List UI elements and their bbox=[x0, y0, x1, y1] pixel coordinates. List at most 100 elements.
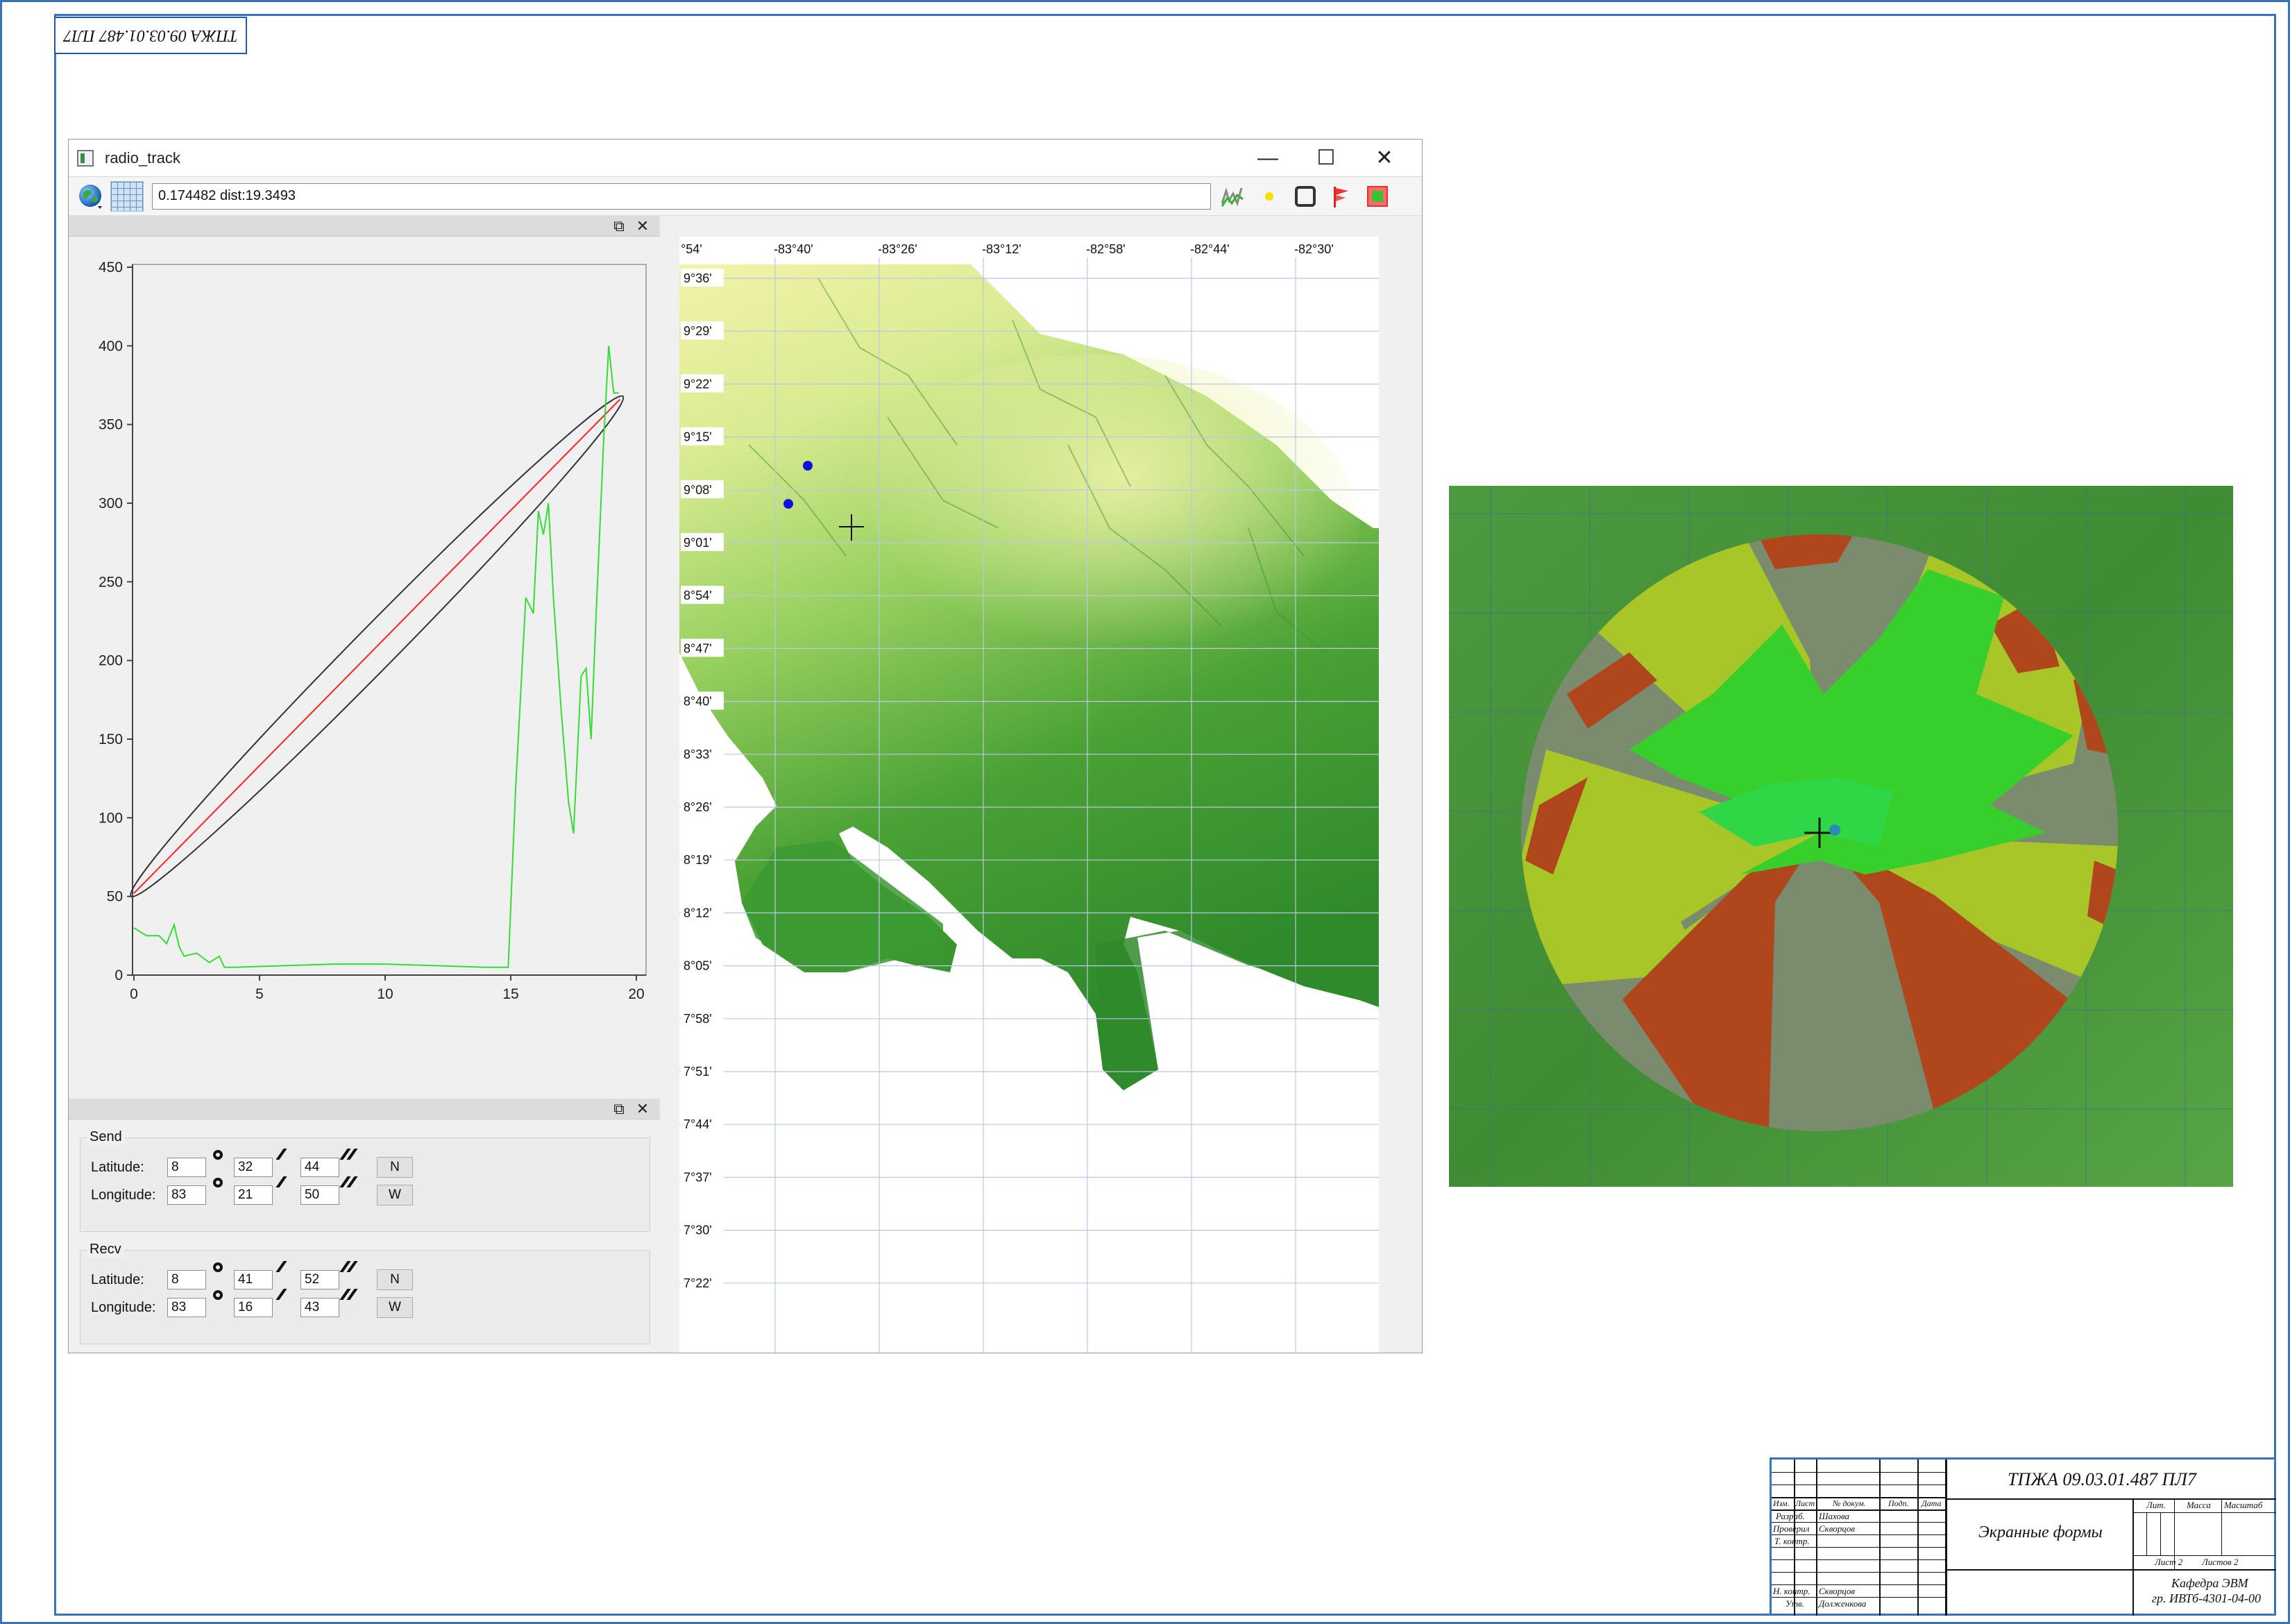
recv-lat-sec-field[interactable]: 52 bbox=[300, 1270, 339, 1289]
recv-lon-min-field[interactable]: 16 bbox=[234, 1298, 273, 1317]
send-group-title: Send bbox=[87, 1129, 125, 1145]
fresnel-zone-ellipse bbox=[130, 395, 625, 898]
coverage-map-image bbox=[1449, 486, 2233, 1187]
lat-label: 7°58' bbox=[684, 1012, 712, 1026]
status-field[interactable]: 0.174482 dist:19.3493 bbox=[152, 183, 1211, 210]
grid-icon[interactable] bbox=[110, 180, 144, 212]
point-icon[interactable] bbox=[1253, 181, 1286, 212]
minimize-button[interactable]: — bbox=[1257, 146, 1278, 169]
lon-label-bg bbox=[679, 239, 713, 257]
recv-lat-hemisphere-button[interactable]: N bbox=[377, 1269, 413, 1290]
lat-label: 9°36' bbox=[684, 271, 712, 285]
send-lat-sec-field[interactable]: 44 bbox=[300, 1158, 339, 1177]
dock-float-button[interactable]: ⧉ bbox=[613, 1099, 625, 1117]
lon-label: -82°58' bbox=[1086, 242, 1126, 256]
map-labels: 9°36' 9°29' 9°22' 9°15' 9°08' 9°01' 8°54' 8°47'… bbox=[679, 239, 1346, 1292]
send-lon-min-field[interactable]: 21 bbox=[234, 1185, 273, 1205]
lat-label: 8°33' bbox=[684, 747, 712, 761]
role-prover: Проверил bbox=[1773, 1523, 1810, 1534]
lat-label: 7°30' bbox=[684, 1224, 712, 1237]
dock-float-button[interactable]: ⧉ bbox=[613, 217, 625, 235]
lon-label-bg bbox=[875, 239, 929, 257]
maximize-button[interactable]: ☐ bbox=[1316, 146, 1336, 169]
sheet-count: Листов 2 bbox=[2202, 1557, 2239, 1567]
y-tick-label: 50 bbox=[107, 889, 123, 905]
name-prover: Скворцов bbox=[1819, 1523, 1856, 1534]
recv-lon-hemisphere-button[interactable]: W bbox=[377, 1297, 413, 1318]
lat-label-bg bbox=[681, 1115, 724, 1133]
role-tkontr: Т. контр. bbox=[1774, 1536, 1810, 1546]
profile-dock-header: ⧉ ✕ bbox=[69, 216, 660, 237]
lat-label: 8°19' bbox=[684, 853, 712, 867]
lat-label: 9°15' bbox=[684, 430, 712, 444]
lat-label-bg bbox=[681, 956, 724, 974]
lat-label: 8°40' bbox=[684, 695, 712, 709]
recv-lon-deg-field[interactable]: 83 bbox=[167, 1298, 206, 1317]
y-tick-label: 150 bbox=[99, 731, 123, 747]
name-utv: Долженкова bbox=[1819, 1598, 1867, 1609]
send-lat-deg-field[interactable]: 8 bbox=[167, 1158, 206, 1177]
lat-label: 9°29' bbox=[684, 324, 712, 338]
elevation-graph-icon[interactable] bbox=[1216, 181, 1250, 212]
role-utv: Утв. bbox=[1786, 1598, 1805, 1609]
send-lon-hemisphere-button[interactable]: W bbox=[377, 1185, 413, 1206]
col-sign: Подп. bbox=[1888, 1498, 1909, 1508]
lat-label: 8°54' bbox=[684, 589, 712, 602]
lat-label-bg bbox=[681, 480, 724, 498]
recv-marker[interactable] bbox=[783, 499, 793, 509]
recv-lat-deg-field[interactable]: 8 bbox=[167, 1270, 206, 1289]
terrain-map-panel[interactable]: 9°36' 9°29' 9°22' 9°15' 9°08' 9°01' 8°54' 8°47'… bbox=[679, 237, 1423, 1353]
lat-label-bg bbox=[681, 321, 724, 340]
window-controls: — ☐ ✕ bbox=[1239, 139, 1414, 177]
col-docnum: № докум. bbox=[1833, 1498, 1866, 1508]
toolbar: 0.174482 dist:19.3493 bbox=[69, 177, 1422, 216]
lat-label: 7°51' bbox=[684, 1065, 712, 1079]
globe-icon[interactable] bbox=[74, 181, 108, 212]
y-tick-label: 200 bbox=[99, 653, 123, 669]
coords-panel: Send Latitude: 8 32 44 N Longitude: 83 2… bbox=[69, 1119, 660, 1353]
lat-label: 9°01' bbox=[684, 536, 712, 550]
profile-chart: 0 50 100 150 200 250 300 350 400 450 0 5 10 15 20 bbox=[99, 260, 647, 1002]
longitude-label: Longitude: bbox=[91, 1299, 156, 1315]
lat-label-bg bbox=[681, 903, 724, 922]
lat-label-bg bbox=[681, 269, 724, 287]
lon-label-bg bbox=[1291, 239, 1346, 257]
lat-label-bg bbox=[681, 691, 724, 710]
map-layer-icon[interactable] bbox=[1361, 181, 1394, 212]
longitude-label: Longitude: bbox=[91, 1187, 156, 1203]
lon-label: -82°44' bbox=[1190, 242, 1230, 256]
lon-label-bg bbox=[1083, 239, 1137, 257]
terrain-map[interactable]: 9°36' 9°29' 9°22' 9°15' 9°08' 9°01' 8°54' 8°47'… bbox=[679, 237, 1423, 1353]
send-marker[interactable] bbox=[803, 461, 813, 471]
frame-icon[interactable] bbox=[1289, 181, 1322, 212]
lat-label: 7°22' bbox=[684, 1276, 712, 1290]
lat-label: 8°05' bbox=[684, 959, 712, 973]
y-tick-label: 400 bbox=[99, 338, 123, 354]
lat-label-bg bbox=[681, 1167, 724, 1186]
dock-close-button[interactable]: ✕ bbox=[636, 1099, 650, 1117]
department: Кафедра ЭВМ bbox=[2171, 1576, 2248, 1590]
recv-lat-min-field[interactable]: 41 bbox=[234, 1270, 273, 1289]
send-lon-sec-field[interactable]: 50 bbox=[300, 1185, 339, 1205]
recv-lon-sec-field[interactable]: 43 bbox=[300, 1298, 339, 1317]
window-title: radio_track bbox=[105, 149, 180, 167]
dock-close-button[interactable]: ✕ bbox=[636, 217, 650, 235]
close-button[interactable]: ✕ bbox=[1375, 146, 1393, 169]
recv-longitude-row: Longitude: 83 16 43 W bbox=[91, 1297, 413, 1318]
x-tick-label: 5 bbox=[255, 986, 264, 1002]
y-tick-label: 0 bbox=[114, 967, 123, 983]
latitude-label: Latitude: bbox=[91, 1271, 144, 1287]
send-lat-hemisphere-button[interactable]: N bbox=[377, 1157, 413, 1178]
y-tick-label: 450 bbox=[99, 260, 123, 276]
doc-code: ТПЖА 09.03.01.487 ПЛ7 bbox=[2008, 1469, 2196, 1489]
lat-label: 9°08' bbox=[684, 483, 712, 497]
lat-label: 8°26' bbox=[684, 800, 712, 814]
send-lat-min-field[interactable]: 32 bbox=[234, 1158, 273, 1177]
coverage-map bbox=[1449, 486, 2233, 1187]
send-lon-deg-field[interactable]: 83 bbox=[167, 1185, 206, 1205]
send-group bbox=[80, 1137, 650, 1232]
app-icon bbox=[77, 149, 94, 167]
lat-label-bg bbox=[681, 744, 724, 763]
flag-icon[interactable] bbox=[1325, 181, 1358, 212]
map-grid bbox=[679, 237, 1422, 1353]
